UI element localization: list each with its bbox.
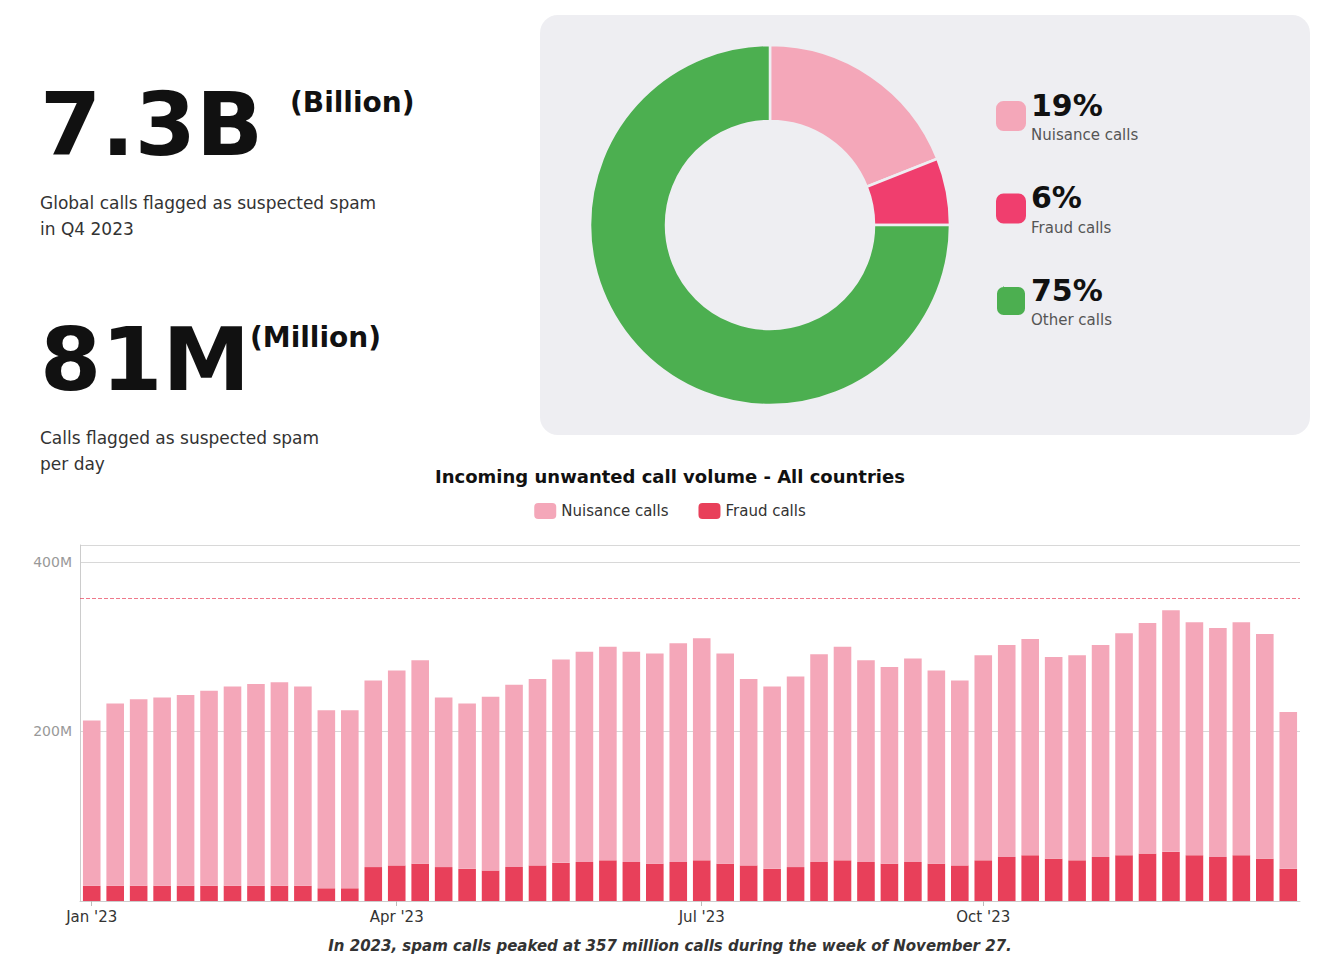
svg-text:per day: per day <box>40 454 105 474</box>
svg-text:Calls flagged as suspected spa: Calls flagged as suspected spam <box>40 428 319 448</box>
svg-text:Jan '23: Jan '23 <box>65 908 117 926</box>
svg-text:(Billion): (Billion) <box>290 86 415 119</box>
svg-text:Fraud calls: Fraud calls <box>725 502 805 520</box>
svg-text:(Million): (Million) <box>250 321 381 354</box>
svg-text:Global calls flagged as suspec: Global calls flagged as suspected spam <box>40 193 376 213</box>
svg-text:200M: 200M <box>33 723 72 739</box>
svg-text:19%: 19% <box>1031 88 1103 123</box>
svg-text:Apr '23: Apr '23 <box>370 908 424 926</box>
svg-text:400M: 400M <box>33 554 72 570</box>
svg-text:6%: 6% <box>1031 180 1082 215</box>
svg-text:Fraud calls: Fraud calls <box>1031 219 1111 237</box>
svg-text:Other calls: Other calls <box>1031 311 1112 329</box>
svg-text:Nuisance calls: Nuisance calls <box>1031 126 1138 144</box>
svg-text:Incoming unwanted call volume: Incoming unwanted call volume - All coun… <box>435 466 905 487</box>
svg-text:7.3B: 7.3B <box>40 73 263 176</box>
svg-text:81M: 81M <box>40 308 250 411</box>
svg-text:75%: 75% <box>1031 273 1103 308</box>
svg-text:in Q4 2023: in Q4 2023 <box>40 219 134 239</box>
svg-text:Oct '23: Oct '23 <box>956 908 1010 926</box>
svg-text:Nuisance calls: Nuisance calls <box>561 502 668 520</box>
svg-text:In 2023, spam calls peaked at: In 2023, spam calls peaked at 357 millio… <box>328 937 1012 955</box>
svg-text:Jul '23: Jul '23 <box>678 908 725 926</box>
